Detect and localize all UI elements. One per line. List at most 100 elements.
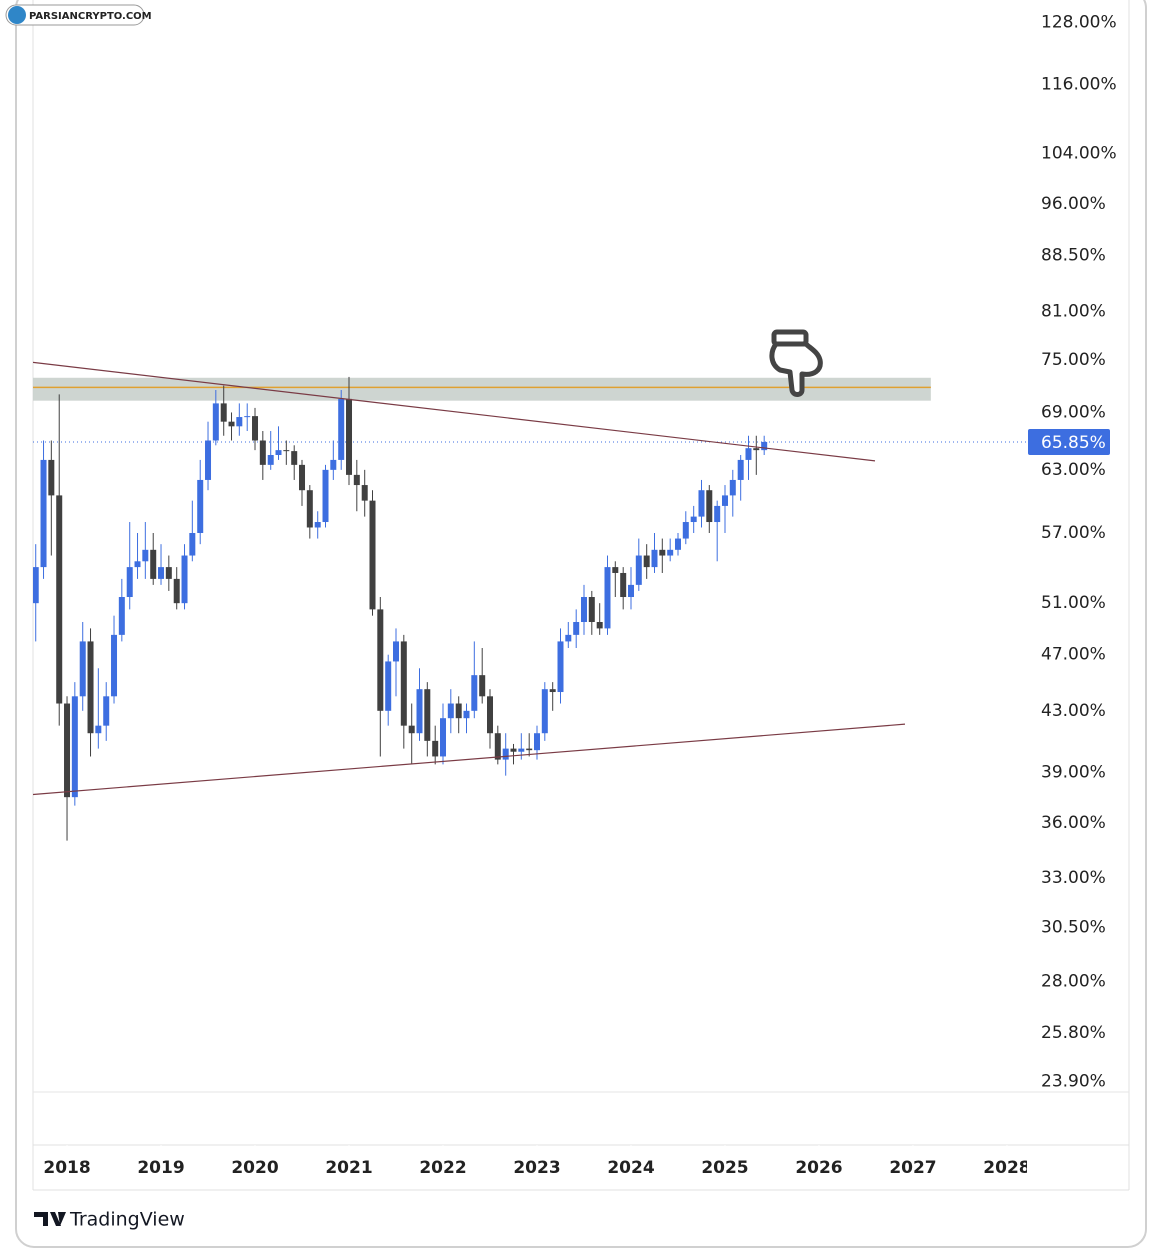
candle-body [604,567,611,629]
candle-body [173,578,180,604]
candle-body [667,549,674,556]
candle-body [267,455,274,465]
candle-body [549,689,556,693]
candle-body [761,441,768,451]
y-tick-label: 88.50% [1041,245,1106,265]
candle-body [565,634,572,642]
candle-body [275,450,282,456]
candle-body [627,584,634,598]
candle-body [479,675,486,697]
candle-body [408,725,415,734]
candle-body [385,661,392,711]
x-tick-label: 2024 [607,1158,654,1178]
candle-body [369,500,376,610]
candle-body [56,495,63,704]
candle-body [306,490,313,528]
candle-body [471,675,478,711]
candle-body [197,479,204,533]
candle-body [126,567,133,598]
resistance-zone [33,377,931,401]
x-axis: 2018 2019 2020 2021 2022 2023 2024 2025 2026 2027… [43,1145,1030,1178]
candle-body [541,689,548,734]
candle-body [48,459,55,496]
x-tick-label: 2028 [983,1158,1030,1178]
logo-badge [5,4,145,26]
y-tick-label: 57.00% [1041,523,1106,543]
candle-body [189,532,196,556]
y-tick-label: 51.00% [1041,593,1106,613]
candle-body [455,703,462,719]
candle-body [721,495,728,506]
candle-body [737,459,744,480]
x-tick-label: 2018 [43,1158,90,1178]
candle-body [291,451,298,465]
candle-body [526,748,533,751]
y-tick-label: 39.00% [1041,762,1106,782]
candle-body [212,403,219,441]
candle-body [142,549,149,562]
candle-body [40,459,47,568]
candle-body [557,641,564,693]
y-tick-label: 25.80% [1041,1023,1106,1043]
candle-body [635,555,642,585]
candle-body [299,464,306,491]
candle-body [33,567,39,604]
y-tick-label: 69.00% [1041,402,1106,422]
candle-body [165,567,172,579]
candle-body [706,490,713,523]
candle-body [393,641,400,662]
candle-body [283,450,290,452]
candle-body [377,609,384,711]
candle-body [181,555,188,604]
y-tick-label: 28.00% [1041,971,1106,991]
candle-body [228,421,235,427]
candle-body [674,538,681,550]
x-tick-label: 2019 [137,1158,184,1178]
candle-body [682,522,689,539]
candle-body [502,748,509,760]
candle-body [314,522,321,528]
candle-body [510,748,517,752]
candle-body [71,696,78,798]
candle-body [103,696,110,726]
candle-body [244,416,251,418]
y-tick-label: 81.00% [1041,301,1106,321]
last-price-label: 65.85% [1041,433,1106,453]
candle-body [400,641,407,726]
candle-body [150,549,157,579]
trend-line [33,723,906,796]
last-price-badge [1028,428,1110,455]
x-tick-label: 2020 [231,1158,278,1178]
pointer-icon [769,329,823,397]
candle-body [416,689,423,734]
candle-body [64,703,71,798]
brand: TradingView [34,1209,185,1231]
logo-icon [8,6,26,24]
candle-body [440,718,447,757]
brand-icon [34,1212,66,1226]
x-tick-label: 2022 [419,1158,466,1178]
candle-body [518,748,525,752]
candle-body [580,597,587,623]
y-tick-label: 63.00% [1041,460,1106,480]
plot-area [33,361,1030,841]
logo: PARSIANCRYPTO.COM [5,4,152,26]
candle-body [714,505,721,523]
candle-body [259,440,266,465]
candle-body [353,474,360,486]
y-tick-label: 75.00% [1041,350,1106,370]
candle-body [252,416,259,441]
candle-body [111,634,118,697]
candle-body [158,567,165,579]
x-tick-label: 2025 [701,1158,748,1178]
candle-body [79,641,86,697]
candle-body [338,398,345,460]
candle-body [134,561,141,568]
candle-body [745,448,752,460]
candle-body [729,479,736,496]
candle-body [236,417,243,427]
candle-body [659,549,666,556]
candle-body [424,689,431,741]
